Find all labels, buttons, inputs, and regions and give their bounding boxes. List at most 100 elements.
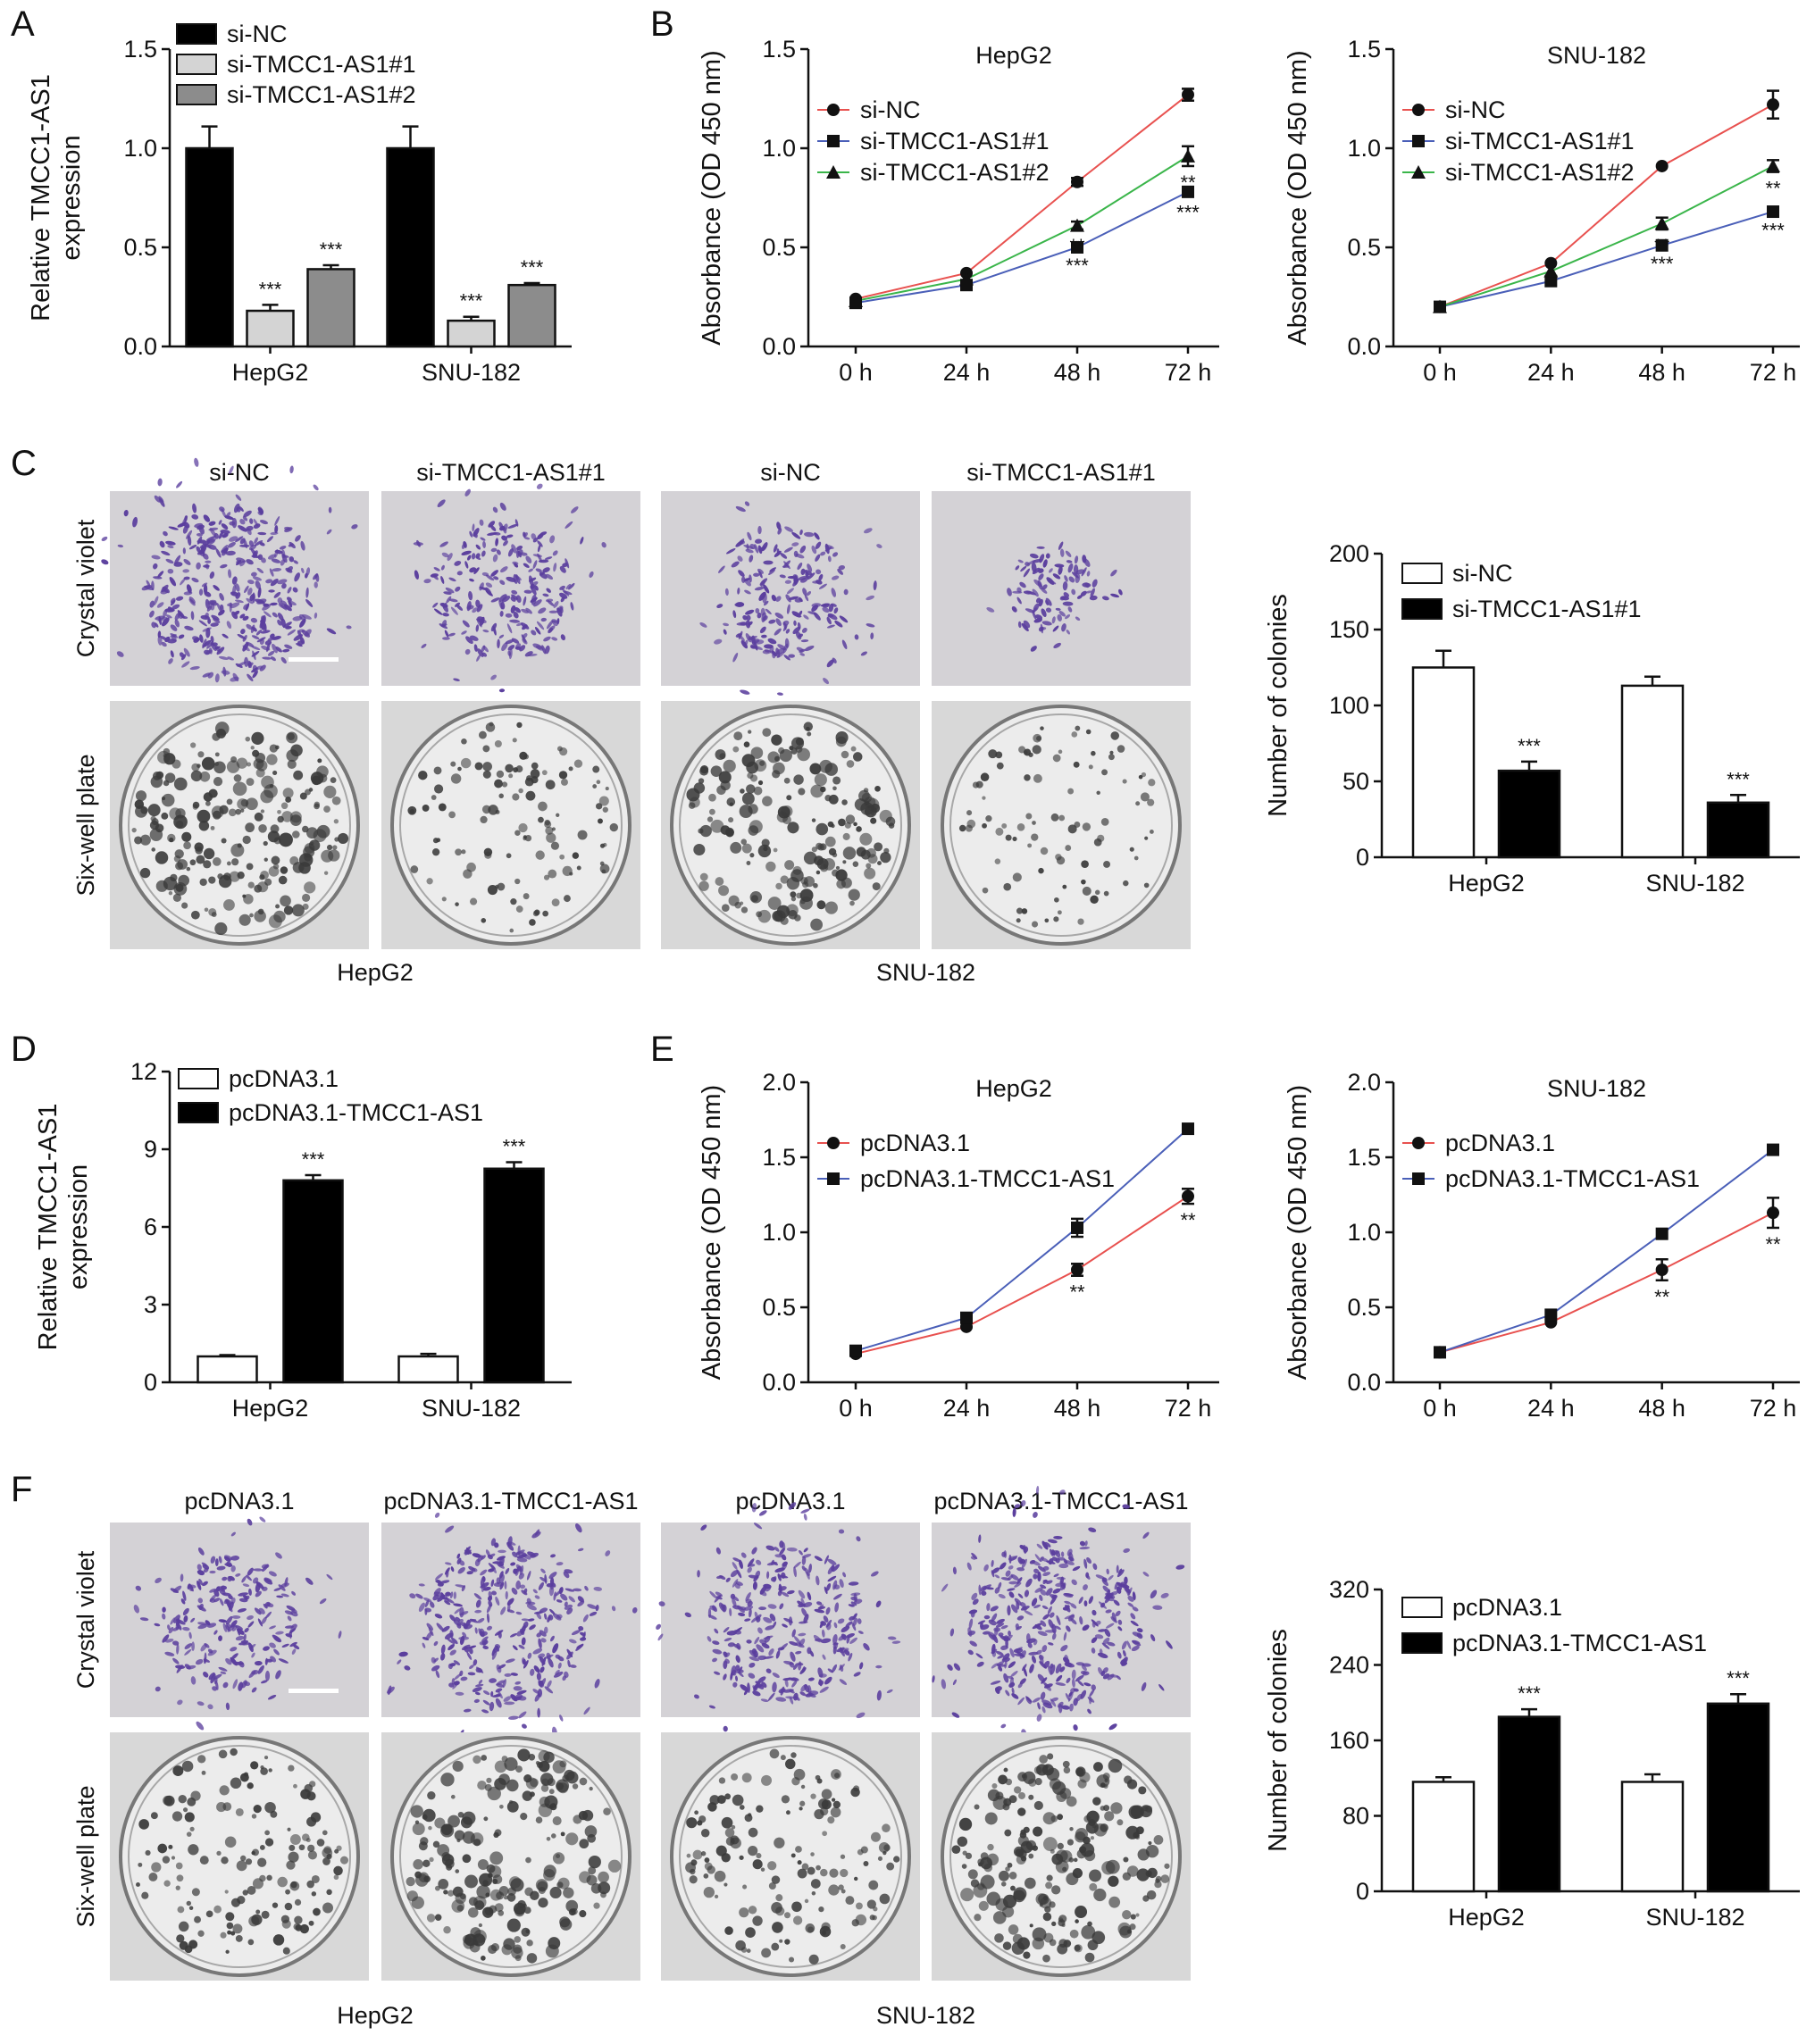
colony (264, 1801, 276, 1814)
colony (484, 1783, 492, 1791)
colony (719, 753, 726, 760)
colony (716, 1795, 726, 1805)
colony (1052, 754, 1061, 763)
y-axis-label: Absorbance (OD 450 nm) (1284, 1085, 1312, 1380)
cell (255, 580, 261, 589)
cell (278, 1584, 286, 1591)
colony (985, 815, 992, 822)
colony (514, 830, 521, 836)
cell (1020, 1602, 1026, 1608)
cell (744, 1618, 751, 1622)
colony (506, 1918, 521, 1932)
cell (803, 1614, 809, 1623)
colony (974, 1914, 982, 1922)
colony (807, 1926, 814, 1933)
colony (182, 1807, 188, 1813)
cell (237, 634, 247, 639)
cell (502, 1679, 506, 1689)
cell (496, 549, 501, 555)
cell (532, 643, 543, 649)
cell (1065, 550, 1072, 557)
colony (827, 1816, 835, 1824)
cell (783, 546, 793, 553)
cell (422, 1642, 426, 1648)
colony (563, 1887, 574, 1898)
colony (973, 1883, 988, 1898)
cell (1041, 1677, 1048, 1684)
cell (170, 624, 178, 631)
colony (322, 1857, 330, 1865)
cell (759, 626, 766, 634)
legend-swatch (1401, 1597, 1443, 1618)
cell (474, 1558, 481, 1567)
colony (693, 843, 706, 856)
colony (168, 1844, 173, 1849)
cell (165, 540, 176, 546)
cell (280, 1593, 289, 1598)
cell (1117, 1651, 1122, 1659)
colony (1016, 907, 1023, 914)
cell (1114, 1581, 1118, 1590)
tick-label: 0.5 (762, 234, 796, 261)
cell (255, 665, 263, 670)
colony (579, 1910, 587, 1918)
cell (289, 1629, 293, 1639)
colony (224, 1890, 229, 1894)
colony (260, 1765, 264, 1770)
colony (199, 1856, 209, 1865)
cell (1127, 1602, 1134, 1607)
cell (515, 574, 521, 585)
colony (1024, 1877, 1036, 1890)
cell (735, 540, 744, 547)
cell (523, 532, 528, 538)
colony (226, 760, 240, 773)
cell (848, 1652, 853, 1662)
cell (486, 1604, 492, 1614)
colony (1087, 1940, 1099, 1951)
cell (434, 1512, 440, 1518)
colony (872, 1915, 877, 1921)
cell (1035, 1649, 1042, 1656)
colony (487, 884, 498, 896)
cell (1038, 573, 1044, 580)
panel-label-a: A (11, 4, 35, 44)
cell (732, 1557, 741, 1563)
colony (515, 765, 523, 772)
cell (735, 1675, 739, 1681)
cell (491, 1648, 496, 1656)
colony (443, 1890, 448, 1895)
colony (746, 784, 756, 794)
cell (524, 651, 533, 657)
cell (425, 1631, 432, 1640)
cell (800, 1508, 810, 1514)
cell (740, 689, 750, 695)
colony (1089, 1882, 1098, 1891)
cell (523, 1621, 529, 1629)
cell (758, 1510, 767, 1516)
colony (699, 872, 708, 881)
cell (1083, 1558, 1088, 1569)
cell (658, 1601, 665, 1606)
colony (1050, 1815, 1058, 1823)
cell (519, 1584, 526, 1589)
colony (1040, 726, 1044, 730)
cell (735, 1655, 740, 1664)
cell (1088, 1527, 1097, 1532)
colony (732, 1794, 744, 1806)
cell (765, 1545, 775, 1551)
legend-swatch (176, 54, 217, 75)
colony (438, 803, 447, 812)
cell (723, 629, 727, 635)
cell (161, 641, 167, 647)
cell (548, 1585, 555, 1597)
cell (547, 1615, 551, 1623)
cell (251, 1687, 257, 1693)
cell (191, 1641, 195, 1651)
cell (797, 1600, 805, 1607)
colony (230, 1777, 242, 1790)
colony (514, 1906, 525, 1917)
colony (538, 1886, 546, 1895)
colony (811, 1890, 816, 1896)
colony (184, 1812, 195, 1823)
cell (433, 608, 443, 615)
